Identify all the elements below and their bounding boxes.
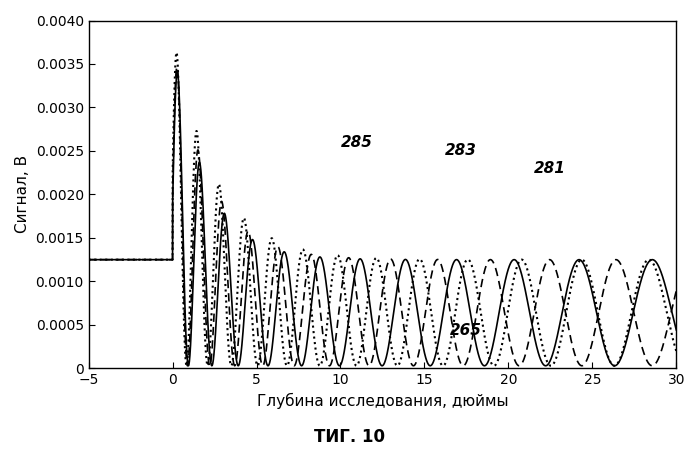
Text: 283: 283	[444, 143, 477, 158]
Text: 285: 285	[340, 134, 372, 150]
Text: 281: 281	[533, 161, 566, 176]
Y-axis label: Сигнал, В: Сигнал, В	[15, 156, 30, 234]
Text: 265: 265	[449, 323, 482, 338]
Text: ΤИГ. 10: ΤИГ. 10	[314, 428, 386, 446]
X-axis label: Глубина исследования, дюймы: Глубина исследования, дюймы	[257, 393, 508, 409]
